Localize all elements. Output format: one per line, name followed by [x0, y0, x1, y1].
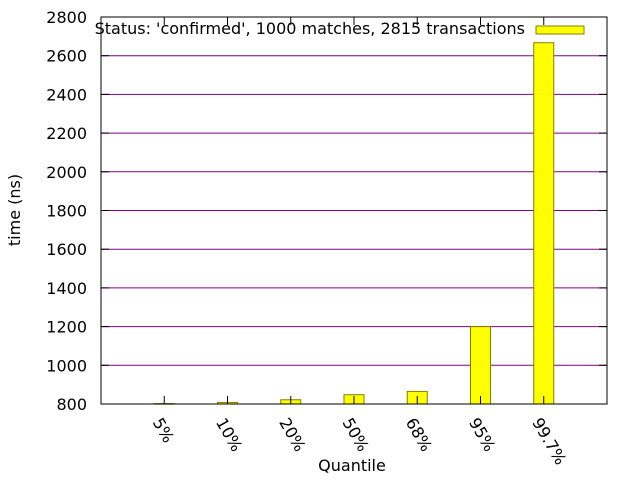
x-axis-label: Quantile — [318, 456, 386, 475]
y-axis-label: time (ns) — [5, 174, 24, 246]
y-tick-label: 2400 — [46, 85, 87, 104]
bar — [470, 326, 491, 405]
bar — [533, 42, 555, 405]
y-tick-label: 2800 — [46, 8, 87, 27]
y-ticks: 800 1000 1200 1400 1600 1800 2000 2200 2400 2600 2… — [46, 8, 607, 414]
y-tick-label: 1800 — [46, 202, 87, 221]
legend-label: Status: 'confirmed', 1000 matches, 2815 … — [95, 19, 525, 38]
x-tick-label: 68% — [402, 415, 436, 455]
y-tick-label: 2200 — [46, 124, 87, 143]
x-tick-label: 95% — [465, 415, 499, 455]
y-tick-label: 1600 — [46, 240, 87, 259]
y-tick-label: 2600 — [46, 47, 87, 66]
x-tick-label: 5% — [149, 415, 178, 446]
legend-swatch — [535, 25, 585, 35]
y-tick-label: 1200 — [46, 318, 87, 337]
y-tick-label: 800 — [56, 395, 87, 414]
x-tick-label: 20% — [275, 415, 309, 455]
y-tick-label: 1400 — [46, 279, 87, 298]
y-tick-label: 1000 — [46, 356, 87, 375]
y-tick-label: 2000 — [46, 163, 87, 182]
legend: Status: 'confirmed', 1000 matches, 2815 … — [95, 19, 585, 38]
x-tick-label: 99.7% — [528, 415, 570, 469]
grid-lines — [101, 55, 607, 366]
x-tick-label: 10% — [212, 415, 246, 455]
x-tick-label: 50% — [339, 415, 373, 455]
bars — [153, 42, 555, 405]
